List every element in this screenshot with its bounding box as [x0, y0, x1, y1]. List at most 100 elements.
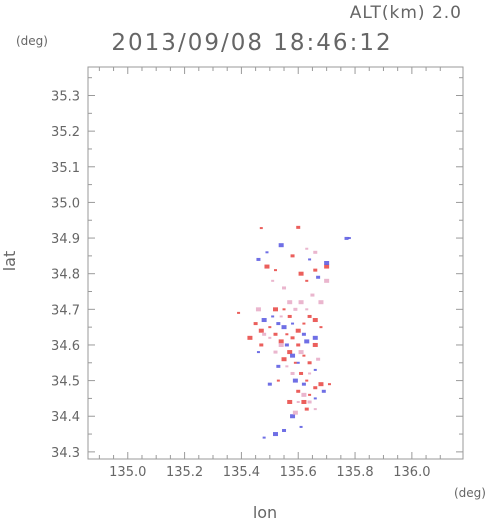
- data-point: [296, 389, 301, 393]
- data-point: [308, 258, 312, 261]
- data-point: [296, 225, 301, 229]
- axis-ticks: 135.0 135.2 135.4 135.6 135.8 136.0 34.3 34.4 34…: [51, 67, 463, 480]
- data-point: [299, 425, 303, 428]
- data-point: [259, 227, 263, 230]
- data-point: [308, 372, 312, 375]
- data-point: [313, 368, 317, 371]
- y-tick-label: 35.2: [51, 125, 80, 140]
- data-point: [237, 311, 241, 314]
- data-point: [274, 269, 277, 272]
- y-tick-label: 34.5: [51, 375, 80, 390]
- data-point: [284, 343, 289, 347]
- data-point: [310, 293, 315, 297]
- data-point: [327, 383, 331, 386]
- x-tick-label: 135.4: [223, 465, 260, 480]
- data-point: [313, 386, 318, 390]
- data-point: [264, 264, 270, 269]
- y-tick-label: 34.4: [51, 410, 80, 425]
- data-point: [307, 314, 312, 318]
- plot-frame: [87, 66, 464, 460]
- data-point: [281, 357, 287, 362]
- data-point: [262, 436, 266, 439]
- data-marks: [237, 225, 351, 439]
- data-point: [276, 364, 281, 368]
- data-point: [268, 326, 272, 329]
- data-point: [282, 428, 287, 432]
- data-point: [273, 307, 278, 312]
- data-point: [279, 315, 283, 318]
- data-point: [287, 399, 293, 404]
- data-point: [268, 336, 272, 339]
- data-point: [293, 361, 297, 364]
- data-point: [271, 315, 275, 318]
- data-point: [256, 351, 260, 354]
- data-point: [313, 250, 318, 254]
- data-point: [259, 343, 264, 347]
- data-point: [276, 379, 280, 382]
- x-tick-label: 135.8: [336, 465, 373, 480]
- data-point: [298, 271, 304, 276]
- data-point: [271, 279, 275, 282]
- data-point: [302, 322, 306, 325]
- data-point: [273, 432, 278, 437]
- data-point: [318, 300, 324, 305]
- data-point: [313, 408, 317, 411]
- data-point: [287, 300, 293, 305]
- data-point: [261, 318, 267, 323]
- data-point: [273, 350, 278, 354]
- y-tick-label: 35.0: [51, 196, 80, 211]
- data-point: [273, 332, 278, 336]
- data-point: [347, 237, 351, 240]
- altitude-label: ALT(km) 2.0: [350, 3, 462, 23]
- data-point: [324, 264, 330, 269]
- data-point: [278, 342, 284, 347]
- data-point: [318, 382, 324, 387]
- y-tick-label: 35.1: [51, 161, 80, 176]
- data-point: [265, 251, 269, 254]
- data-point: [247, 335, 253, 340]
- data-point: [292, 410, 298, 415]
- data-point: [316, 357, 321, 361]
- data-point: [316, 275, 321, 279]
- data-point: [324, 261, 330, 265]
- x-tick-label: 136.0: [393, 465, 430, 480]
- x-tick-label: 135.2: [166, 465, 203, 480]
- data-point: [296, 361, 300, 364]
- data-point: [256, 257, 261, 261]
- data-point: [301, 332, 306, 336]
- data-point: [290, 254, 295, 258]
- data-point: [293, 307, 298, 311]
- x-axis-label: lon: [253, 503, 277, 521]
- y-axis-label: lat: [0, 251, 19, 272]
- data-point: [304, 339, 310, 344]
- data-point: [312, 318, 318, 323]
- data-point: [313, 268, 318, 272]
- data-point: [287, 314, 292, 318]
- data-point: [281, 325, 287, 330]
- data-point: [307, 400, 312, 404]
- data-point: [295, 328, 301, 333]
- data-point: [290, 371, 295, 375]
- data-point: [301, 392, 307, 397]
- data-point: [290, 353, 296, 358]
- data-point: [302, 354, 306, 357]
- y-tick-label: 34.8: [51, 268, 80, 283]
- data-point: [290, 336, 295, 340]
- y-tick-label: 34.3: [51, 446, 80, 461]
- data-point: [278, 339, 284, 344]
- y-tick-label: 34.9: [51, 232, 80, 247]
- y-tick-label: 34.6: [51, 339, 80, 354]
- data-point: [276, 322, 281, 326]
- data-point: [292, 378, 298, 383]
- data-point: [304, 407, 309, 411]
- data-point: [301, 399, 307, 404]
- data-point: [291, 322, 295, 325]
- data-point: [296, 400, 300, 403]
- data-point: [282, 286, 287, 290]
- data-point: [305, 247, 309, 250]
- data-point: [298, 350, 304, 355]
- x-tick-label: 135.0: [109, 465, 146, 480]
- data-point: [308, 393, 312, 396]
- data-point: [313, 397, 317, 400]
